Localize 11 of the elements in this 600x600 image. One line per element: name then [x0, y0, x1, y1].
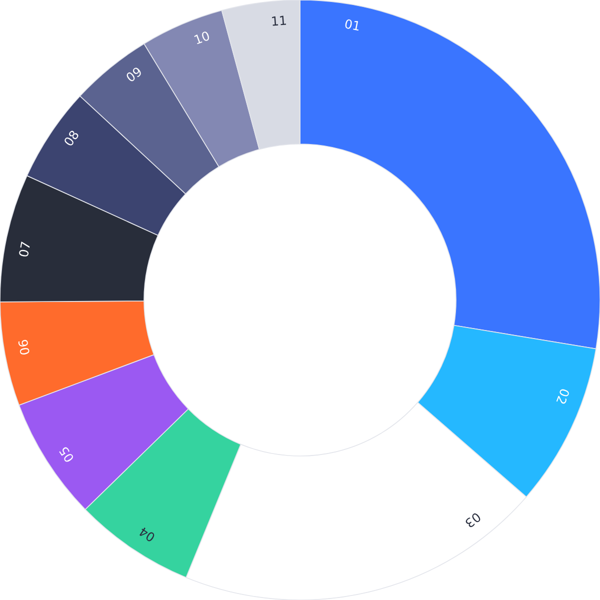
slice-label: 01 — [344, 18, 360, 31]
slice-label: 09 — [125, 66, 142, 82]
slice-label: 11 — [272, 16, 286, 26]
slice-label: 10 — [194, 30, 210, 44]
slice-label: 08 — [63, 130, 80, 147]
slice-label: 05 — [58, 446, 74, 464]
slice-label: 02 — [556, 388, 570, 404]
slice-label: 04 — [138, 526, 156, 542]
slice-label: 06 — [18, 339, 30, 356]
slice-label: 03 — [464, 512, 482, 528]
slice-label: 07 — [18, 242, 30, 258]
